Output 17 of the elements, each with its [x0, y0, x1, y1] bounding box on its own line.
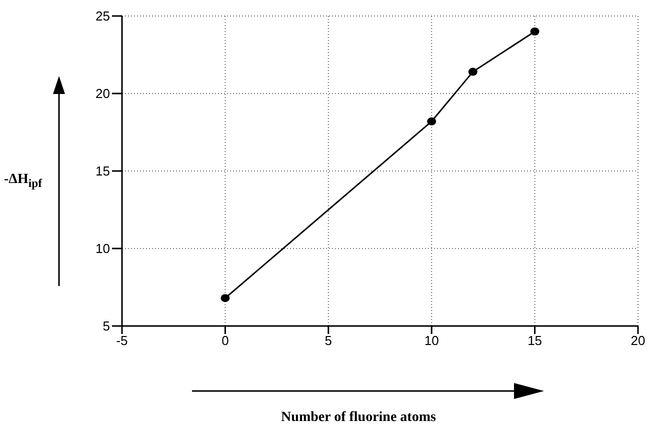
x-tick-label: 5	[324, 333, 332, 348]
y-tick-label: 25	[96, 8, 110, 24]
point	[530, 28, 540, 36]
y-axis-title: -ΔH$_{ipf}$	[4, 172, 42, 190]
y-tick-label: 5	[102, 318, 110, 334]
x-axis-title: Number of fluorine atoms	[280, 410, 437, 424]
point	[468, 68, 478, 76]
x-tick-label: -5	[116, 333, 128, 348]
point	[220, 294, 230, 302]
x-tick-label: 20	[630, 333, 646, 348]
y-tick-label: 15	[96, 164, 110, 179]
y-tick-label: 10	[96, 241, 110, 256]
point	[427, 117, 436, 126]
x-tick-label: 15	[528, 333, 542, 348]
x-tick-label: 10	[424, 333, 439, 348]
x-tick-label: 0	[222, 333, 229, 348]
y-tick-label: 20	[96, 86, 110, 102]
